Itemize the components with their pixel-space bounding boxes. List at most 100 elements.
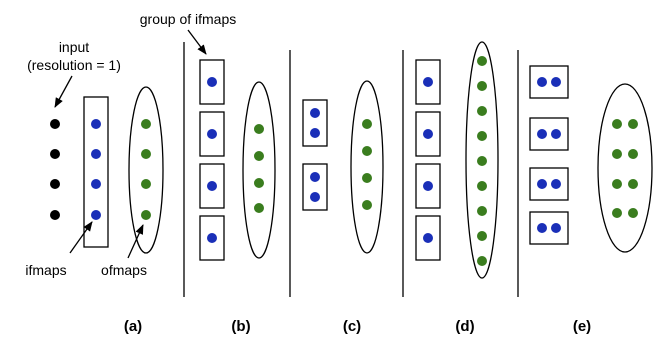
panel-label-d: (d) — [455, 318, 474, 335]
input-arrow — [54, 75, 73, 108]
ifmap-dot — [207, 77, 217, 87]
annotation-arrows — [54, 29, 207, 259]
ifmap-dot — [423, 233, 433, 243]
input-annotation-line2: (resolution = 1) — [27, 57, 121, 73]
ofmap-ellipse — [465, 41, 499, 279]
ifmap-dot — [551, 223, 561, 233]
ifmap-group-box — [415, 163, 441, 209]
ofmap-dot — [477, 106, 487, 116]
ifmap-dot — [551, 77, 561, 87]
ofmap-ellipse — [242, 81, 276, 259]
ofmap-dot — [612, 119, 622, 129]
ifmaps-arrow — [69, 221, 93, 254]
ifmap-group-box — [302, 163, 328, 211]
ofmap-dot — [477, 231, 487, 241]
ifmap-dot — [207, 181, 217, 191]
input-annotation-line1: input — [59, 39, 89, 55]
ofmap-dot — [362, 146, 372, 156]
ifmap-dot — [91, 210, 101, 220]
input-point — [50, 119, 60, 129]
group-of-ifmaps-annotation: group of ifmaps — [140, 11, 237, 27]
ifmap-group-box — [529, 117, 569, 151]
ofmap-dot — [141, 210, 151, 220]
ifmap-group-box — [199, 59, 225, 105]
ofmap-dot — [254, 124, 264, 134]
ofmap-dot — [254, 151, 264, 161]
ofmap-dot — [254, 178, 264, 188]
ifmap-group-box — [529, 211, 569, 245]
ofmap-dot — [141, 119, 151, 129]
ifmap-group-box — [83, 96, 109, 248]
ofmap-dot — [477, 256, 487, 266]
ofmap-dot — [141, 179, 151, 189]
ifmaps-annotation: ifmaps — [25, 262, 66, 278]
ofmap-dot — [362, 173, 372, 183]
ofmap-dot — [628, 179, 638, 189]
ifmap-group-box — [199, 111, 225, 157]
ifmap-group-box — [529, 167, 569, 201]
ofmap-dot — [628, 119, 638, 129]
ofmaps-annotation: ofmaps — [101, 262, 147, 278]
ifmap-dot — [537, 129, 547, 139]
panel-label-e: (e) — [573, 318, 591, 335]
ofmap-dot — [628, 208, 638, 218]
ifmap-dot — [207, 129, 217, 139]
ofmap-dot — [612, 179, 622, 189]
ifmap-dot — [91, 119, 101, 129]
ifmap-dot — [310, 108, 320, 118]
panel-label-a: (a) — [124, 318, 142, 335]
input-point — [50, 149, 60, 159]
ofmap-dot — [477, 156, 487, 166]
panel-b: (b) — [199, 59, 276, 335]
ifmap-dot — [91, 149, 101, 159]
ofmap-dot — [628, 149, 638, 159]
ifmap-group-box — [415, 59, 441, 105]
ifmap-group-box — [415, 215, 441, 261]
ifmap-dot — [310, 172, 320, 182]
panel-separators — [183, 42, 519, 297]
ofmap-ellipse — [597, 83, 653, 253]
ifmap-dot — [310, 192, 320, 202]
ifmap-dot — [537, 223, 547, 233]
ofmap-dot — [477, 206, 487, 216]
ofmap-dot — [612, 208, 622, 218]
ofmap-dot — [477, 181, 487, 191]
ifmap-dot — [91, 179, 101, 189]
ofmap-dot — [612, 149, 622, 159]
ifmap-dot — [310, 128, 320, 138]
ifmap-group-box — [302, 99, 328, 147]
group-of-ifmaps-arrow — [187, 29, 207, 55]
ifmap-dot — [551, 129, 561, 139]
panel-label-b: (b) — [231, 318, 250, 335]
input-point — [50, 179, 60, 189]
ifmap-dot — [423, 129, 433, 139]
ifmap-group-box — [199, 215, 225, 261]
panel-a: (a) — [50, 86, 164, 335]
ofmap-ellipse — [350, 80, 384, 254]
ofmap-dot — [362, 200, 372, 210]
ifmap-dot — [423, 77, 433, 87]
panel-e: (e) — [529, 65, 653, 335]
ofmap-dot — [141, 149, 151, 159]
ifmap-dot — [537, 77, 547, 87]
ifmap-dot — [423, 181, 433, 191]
ifmap-dot — [207, 233, 217, 243]
panel-c: (c) — [302, 80, 384, 335]
ofmap-ellipse — [128, 86, 164, 254]
ofmap-dot — [477, 131, 487, 141]
ofmaps-arrow — [127, 224, 144, 259]
ifmap-group-box — [415, 111, 441, 157]
ofmap-dot — [254, 203, 264, 213]
ifmap-group-box — [199, 163, 225, 209]
input-point — [50, 210, 60, 220]
ifmap-dot — [537, 179, 547, 189]
panel-d: (d) — [415, 41, 499, 335]
panel-label-c: (c) — [343, 318, 361, 335]
ofmap-dot — [477, 56, 487, 66]
ofmap-dot — [362, 119, 372, 129]
input-points — [50, 119, 60, 220]
ofmap-dot — [477, 81, 487, 91]
ifmap-group-box — [529, 65, 569, 99]
ifmap-dot — [551, 179, 561, 189]
